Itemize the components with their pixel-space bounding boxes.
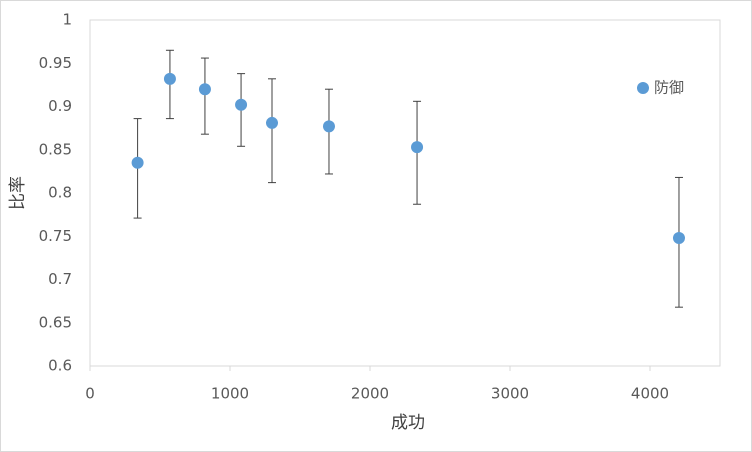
x-tick-label: 3000 — [491, 385, 529, 403]
y-tick-label: 0.85 — [39, 140, 72, 158]
x-tick-label: 0 — [85, 385, 95, 403]
y-tick-label: 0.75 — [39, 227, 72, 245]
error-bar — [268, 78, 276, 184]
y-tick-label: 0.7 — [48, 270, 72, 288]
point — [235, 98, 248, 111]
point — [163, 72, 176, 85]
y-tick-label: 0.8 — [48, 184, 72, 202]
point — [672, 231, 685, 244]
legend-label: 防御 — [654, 79, 684, 97]
x-tick-label: 4000 — [631, 385, 669, 403]
y-tick-label: 0.65 — [39, 313, 72, 331]
y-axis-title: 比率 — [8, 176, 28, 210]
legend-marker — [637, 82, 649, 94]
error-bar — [200, 57, 209, 135]
point — [198, 83, 211, 96]
point — [411, 141, 424, 154]
x-axis-title: 成功 — [391, 413, 425, 433]
x-tick-label: 2000 — [351, 385, 389, 403]
point — [266, 116, 278, 129]
point — [131, 156, 144, 169]
y-tick-label: 0.9 — [48, 97, 72, 115]
x-tick-label: 1000 — [211, 385, 249, 403]
y-tick-label: 0.95 — [39, 54, 72, 72]
y-tick-label: 0.6 — [48, 357, 72, 375]
point — [322, 120, 335, 133]
y-tick-label: 1 — [62, 11, 72, 29]
